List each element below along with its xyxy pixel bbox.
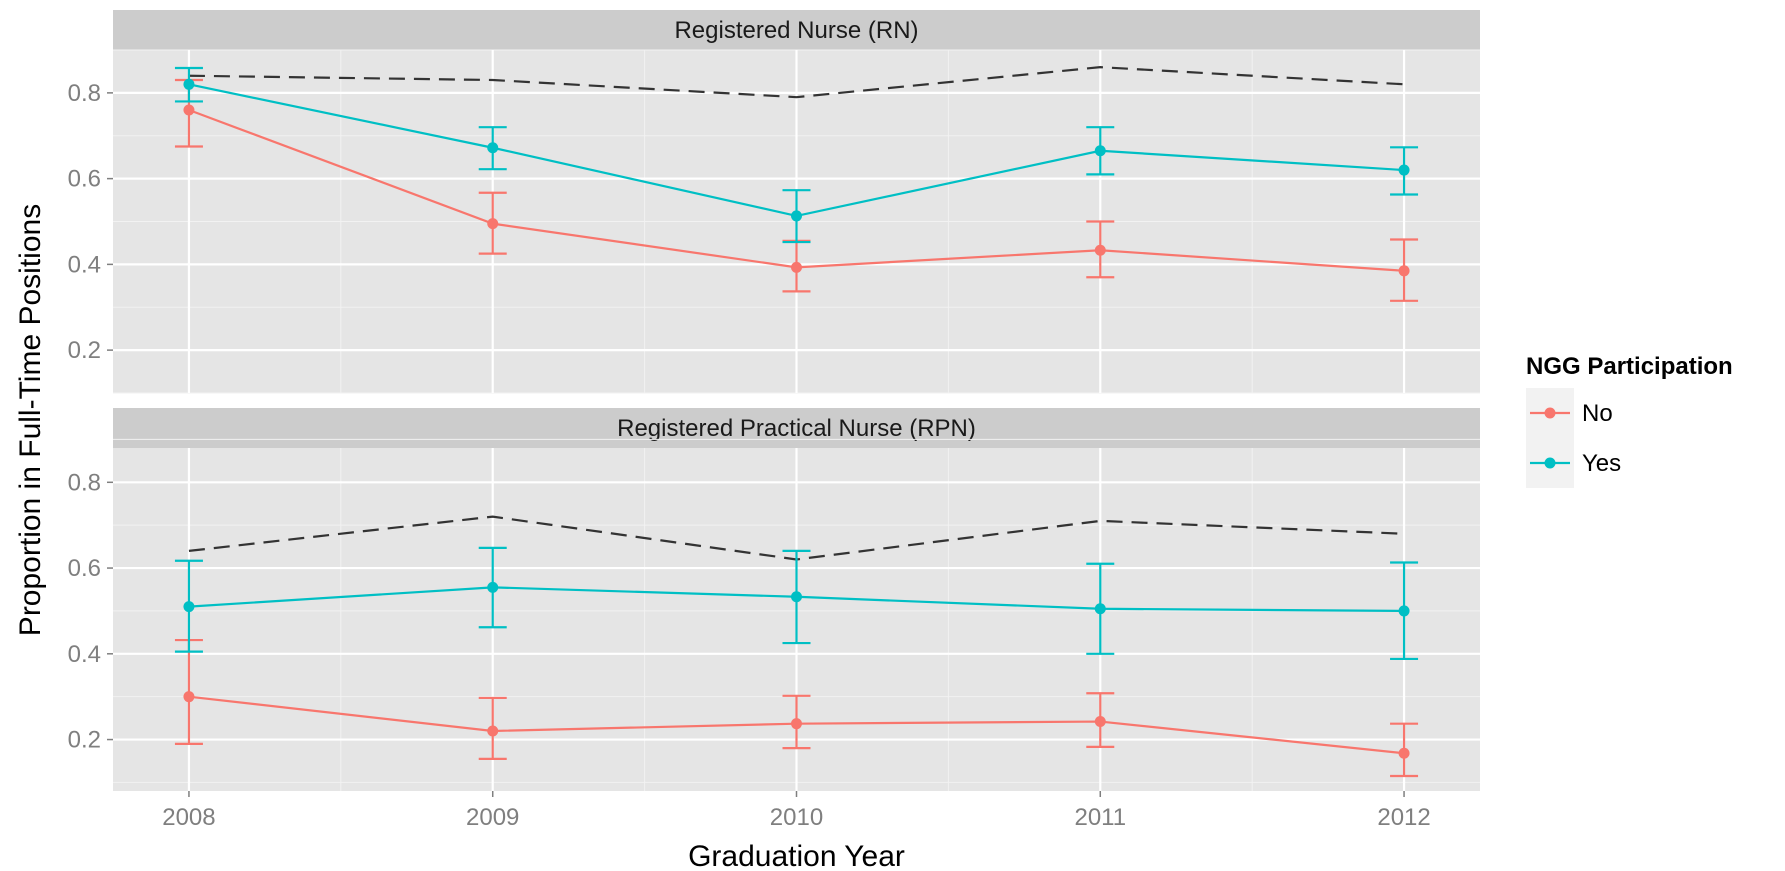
- x-tick-label: 2009: [466, 804, 519, 831]
- y-tick-label: 0.6: [68, 555, 101, 582]
- y-tick-label: 0.8: [68, 469, 101, 496]
- data-point: [1398, 164, 1410, 176]
- data-point: [1398, 265, 1410, 277]
- legend-key-point: [1544, 457, 1556, 469]
- panel-title: Registered Nurse (RN): [674, 17, 918, 44]
- series-no: [174, 638, 1419, 778]
- panel-strip: [113, 408, 1480, 448]
- data-point: [791, 261, 802, 273]
- x-tick-label: 2008: [162, 804, 215, 831]
- data-point: [1398, 747, 1410, 759]
- data-point: [487, 218, 499, 230]
- y-tick-label: 0.2: [68, 727, 101, 754]
- data-point: [183, 691, 195, 703]
- data-point: [487, 725, 499, 737]
- y-tick-label: 0.2: [68, 337, 101, 364]
- x-tick-label: 2011: [1074, 804, 1126, 831]
- reference-line: [188, 66, 1405, 99]
- series-yes: [174, 66, 1419, 244]
- data-point: [1094, 145, 1106, 157]
- y-tick-label: 0.6: [68, 166, 101, 193]
- data-point: [183, 78, 195, 90]
- panel-title: Registered Practical Nurse (RPN): [617, 415, 976, 442]
- data-point: [791, 210, 802, 222]
- panel-strip: [113, 10, 1480, 50]
- panel-rn: Registered Nurse (RN) 0.2 0.4 0.6 0.8: [68, 10, 1480, 394]
- series-yes: [174, 546, 1419, 661]
- panel-rpn: Registered Practical Nurse (RPN) 0.2 0.4 0.…: [68, 408, 1480, 831]
- data-point: [791, 591, 802, 603]
- x-tick-label: 2012: [1377, 804, 1430, 831]
- data-point: [1094, 244, 1106, 256]
- data-point: [487, 142, 499, 154]
- y-tick-label: 0.4: [68, 251, 101, 278]
- data-point: [183, 601, 195, 613]
- legend-label: Yes: [1582, 450, 1621, 477]
- legend-label: No: [1582, 400, 1613, 427]
- data-point: [1398, 605, 1410, 617]
- data-point: [487, 581, 499, 593]
- data-point: [1094, 716, 1106, 728]
- legend-key-point: [1544, 407, 1556, 419]
- data-point: [791, 718, 802, 730]
- legend: NGG Participation No Yes: [1526, 353, 1733, 488]
- x-tick-label: 2010: [770, 804, 823, 831]
- x-axis-title: Graduation Year: [688, 840, 905, 871]
- legend-title: NGG Participation: [1526, 353, 1733, 380]
- y-tick-label: 0.4: [68, 641, 101, 668]
- data-point: [1094, 603, 1106, 615]
- y-axis-title: Proportion in Full-Time Positions: [14, 204, 47, 636]
- data-point: [183, 104, 195, 116]
- y-tick-label: 0.8: [68, 80, 101, 107]
